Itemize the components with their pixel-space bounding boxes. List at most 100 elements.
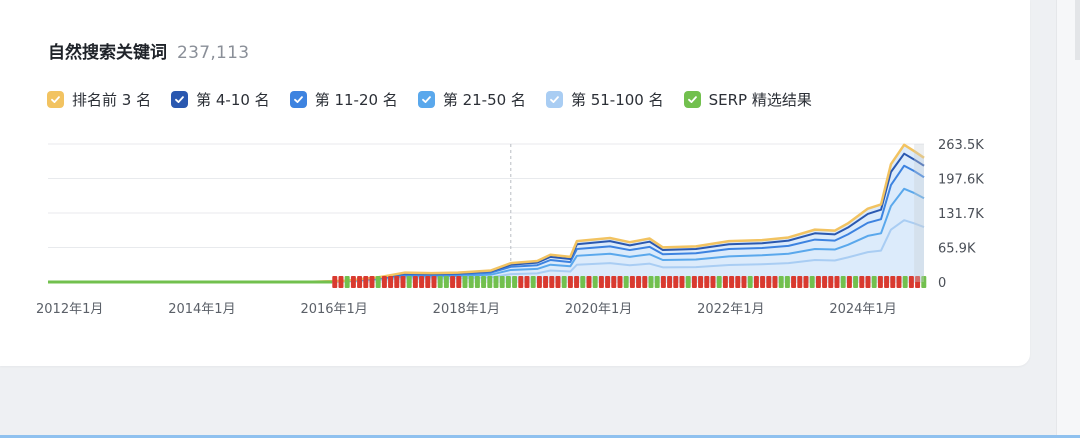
card-title: 自然搜索关键词: [48, 43, 167, 63]
serp-feature-marker: [735, 276, 741, 288]
serp-feature-marker: [853, 276, 859, 288]
serp-feature-marker: [375, 276, 381, 288]
serp-feature-marker: [877, 276, 883, 288]
serp-feature-marker: [518, 276, 524, 288]
serp-feature-marker: [567, 276, 573, 288]
serp-feature-marker: [381, 276, 387, 288]
serp-feature-marker: [338, 276, 344, 288]
serp-feature-marker: [778, 276, 784, 288]
serp-feature-marker: [809, 276, 815, 288]
serp-feature-marker: [586, 276, 592, 288]
serp-feature-marker: [431, 276, 437, 288]
serp-feature-marker: [543, 276, 549, 288]
serp-feature-marker: [344, 276, 350, 288]
serp-feature-marker: [667, 276, 673, 288]
serp-feature-marker: [747, 276, 753, 288]
serp-feature-marker: [636, 276, 642, 288]
y-tick-label: 197.6K: [938, 173, 984, 188]
serp-feature-marker: [908, 276, 914, 288]
x-tick-label: 2020年1月: [565, 302, 632, 317]
serp-feature-marker: [592, 276, 598, 288]
checkbox-check-icon[interactable]: [289, 90, 307, 108]
serp-feature-marker: [580, 276, 586, 288]
legend-label: 第 51-100 名: [570, 90, 664, 109]
serp-feature-marker: [456, 276, 462, 288]
series-line-top3: [47, 143, 925, 284]
serp-feature-marker: [642, 276, 648, 288]
legend-label: 排名前 3 名: [72, 90, 152, 109]
serp-feature-marker: [512, 276, 518, 288]
legend-item-3[interactable]: 第 21-50 名: [417, 89, 526, 110]
serp-feature-marker: [828, 276, 834, 288]
serp-feature-marker: [890, 276, 896, 288]
checkbox-check-icon[interactable]: [683, 90, 701, 108]
legend-item-0[interactable]: 排名前 3 名: [47, 89, 151, 110]
serp-feature-marker: [419, 276, 425, 288]
serp-feature-marker: [555, 276, 561, 288]
series-line-top20: [47, 164, 925, 283]
serp-feature-marker: [673, 276, 679, 288]
serp-feature-marker: [425, 276, 431, 288]
serp-feature-marker: [605, 276, 611, 288]
legend-item-4[interactable]: 第 51-100 名: [545, 89, 664, 110]
serp-feature-marker: [623, 276, 629, 288]
serp-feature-marker: [536, 276, 542, 288]
serp-feature-marker: [487, 276, 493, 288]
serp-feature-marker: [437, 276, 443, 288]
keywords-area-chart[interactable]: 263.5K 197.6K 131.7K 65.9K 0 2012年1月 2014年1月 20…: [0, 130, 1030, 330]
serp-feature-marker: [388, 276, 394, 288]
x-tick-label: 2022年1月: [697, 302, 764, 317]
serp-feature-marker: [840, 276, 846, 288]
serp-feature-marker: [710, 276, 716, 288]
serp-feature-marker: [822, 276, 828, 288]
x-tick-label: 2014年1月: [168, 302, 235, 317]
checkbox-check-icon[interactable]: [545, 90, 563, 108]
serp-feature-marker: [871, 276, 877, 288]
serp-feature-marker: [915, 276, 921, 288]
legend-item-2[interactable]: 第 11-20 名: [289, 89, 398, 110]
checkbox-check-icon[interactable]: [171, 90, 189, 108]
serp-feature-marker: [698, 276, 704, 288]
checkbox-check-icon[interactable]: [417, 90, 435, 108]
serp-feature-marker: [691, 276, 697, 288]
serp-feature-marker: [846, 276, 852, 288]
serp-feature-marker: [574, 276, 580, 288]
serp-feature-marker: [660, 276, 666, 288]
legend-item-5[interactable]: SERP 精选结果: [683, 89, 812, 110]
serp-feature-marker: [549, 276, 555, 288]
serp-feature-marker: [685, 276, 691, 288]
checkbox-check-icon[interactable]: [47, 90, 64, 108]
serp-feature-marker: [896, 276, 902, 288]
legend-label: 第 11-20 名: [314, 90, 398, 109]
serp-feature-marker: [450, 276, 456, 288]
legend-label: SERP 精选结果: [708, 90, 812, 109]
scrollbar-track[interactable]: [1056, 0, 1080, 438]
y-tick-label: 65.9K: [938, 242, 976, 257]
serp-feature-marker: [462, 276, 468, 288]
serp-feature-marker: [350, 276, 356, 288]
serp-feature-marker: [611, 276, 617, 288]
serp-feature-marker: [772, 276, 778, 288]
serp-feature-marker: [406, 276, 412, 288]
x-tick-label: 2016年1月: [300, 302, 367, 317]
serp-feature-marker: [704, 276, 710, 288]
serp-feature-marker: [679, 276, 685, 288]
bottom-divider: [0, 435, 1080, 438]
serp-feature-marker: [412, 276, 418, 288]
legend-item-1[interactable]: 第 4-10 名: [171, 89, 270, 110]
serp-feature-marker: [716, 276, 722, 288]
scrollbar-thumb[interactable]: [1075, 0, 1080, 60]
chart-legend: 排名前 3 名 第 4-10 名 第 11-20 名 第 21-50 名 第 51-10…: [47, 88, 832, 110]
serp-feature-marker: [791, 276, 797, 288]
serp-feature-marker: [741, 276, 747, 288]
serp-feature-marker: [617, 276, 623, 288]
serp-feature-marker: [834, 276, 840, 288]
serp-feature-marker: [859, 276, 865, 288]
chart-area[interactable]: 263.5K 197.6K 131.7K 65.9K 0 2012年1月 2014年1月 20…: [0, 130, 1030, 330]
serp-feature-marker: [505, 276, 511, 288]
serp-feature-marker: [369, 276, 375, 288]
serp-feature-marker: [629, 276, 635, 288]
serp-feature-marker: [468, 276, 474, 288]
serp-feature-marker: [797, 276, 803, 288]
